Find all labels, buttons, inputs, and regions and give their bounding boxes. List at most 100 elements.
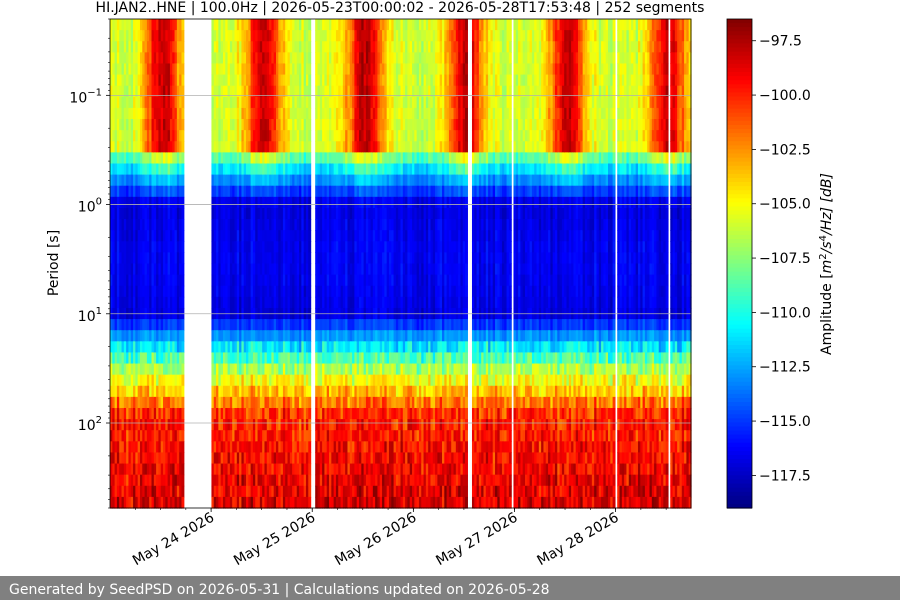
spectrogram-cell bbox=[139, 441, 143, 454]
spectrogram-cell bbox=[266, 330, 270, 342]
spectrogram-cell bbox=[262, 441, 266, 454]
spectrogram-cell bbox=[338, 230, 342, 242]
spectrogram-cell bbox=[278, 419, 282, 431]
spectrogram-cell bbox=[319, 119, 323, 131]
spectrogram-cell bbox=[139, 407, 143, 420]
spectrogram-cell bbox=[135, 252, 139, 265]
spectrogram-cell bbox=[278, 196, 282, 209]
spectrogram-cell bbox=[165, 85, 169, 98]
spectrogram-cell bbox=[292, 374, 296, 387]
spectrogram-cell bbox=[356, 341, 360, 354]
spectrogram-cell bbox=[114, 430, 118, 442]
spectrogram-cell bbox=[142, 63, 146, 76]
spectrogram-cell bbox=[126, 85, 130, 98]
spectrogram-cell bbox=[181, 119, 185, 131]
spectrogram-cell bbox=[181, 296, 185, 309]
spectrogram-cell bbox=[123, 63, 127, 76]
spectrogram-cell bbox=[133, 296, 136, 309]
spectrogram-cell bbox=[365, 196, 369, 209]
spectrogram-cell bbox=[365, 52, 369, 65]
spectrogram-cell bbox=[294, 274, 298, 287]
spectrogram-cell bbox=[229, 96, 233, 109]
spectrogram-cell bbox=[160, 96, 164, 109]
spectrogram-cell bbox=[269, 441, 272, 454]
spectrogram-cell bbox=[294, 474, 298, 487]
spectrogram-cell bbox=[213, 474, 217, 487]
spectrogram-cell bbox=[319, 241, 323, 253]
spectrogram-cell bbox=[289, 363, 293, 376]
spectrogram-cell bbox=[276, 330, 279, 342]
spectrogram-cell bbox=[236, 19, 240, 31]
spectrogram-cell bbox=[280, 219, 284, 231]
spectrogram-cell bbox=[179, 352, 183, 365]
spectrogram-cell bbox=[273, 30, 277, 42]
spectrogram-cell bbox=[354, 452, 358, 465]
spectrogram-cell bbox=[172, 385, 176, 398]
spectrogram-cell bbox=[165, 163, 169, 176]
spectrogram-cell bbox=[269, 196, 272, 209]
spectrogram-cell bbox=[139, 141, 143, 153]
spectrogram-cell bbox=[331, 219, 335, 231]
spectrogram-cell bbox=[262, 419, 266, 431]
spectrogram-cell bbox=[142, 41, 146, 53]
spectrogram-cell bbox=[116, 296, 120, 309]
spectrogram-cell bbox=[176, 141, 180, 153]
spectrogram-cell bbox=[234, 85, 238, 98]
spectrogram-cell bbox=[160, 107, 164, 120]
spectrogram-cell bbox=[335, 396, 339, 409]
spectrogram-cell bbox=[163, 163, 166, 176]
spectrogram-cell bbox=[278, 252, 282, 265]
spectrogram-cell bbox=[243, 219, 247, 231]
spectrogram-cell bbox=[211, 496, 215, 509]
spectrogram-cell bbox=[135, 207, 139, 220]
spectrogram-cell bbox=[319, 230, 323, 242]
spectrogram-cell bbox=[329, 252, 332, 265]
spectrogram-cell bbox=[112, 85, 116, 98]
spectrogram-cell bbox=[222, 41, 226, 53]
spectrogram-cell bbox=[160, 85, 164, 98]
spectrogram-cell bbox=[250, 207, 254, 220]
spectrogram-cell bbox=[352, 219, 355, 231]
spectrogram-cell bbox=[142, 207, 146, 220]
spectrogram-cell bbox=[169, 196, 173, 209]
spectrogram-cell bbox=[163, 41, 166, 53]
spectrogram-cell bbox=[264, 474, 268, 487]
spectrogram-cell bbox=[135, 374, 139, 387]
spectrogram-cell bbox=[259, 419, 263, 431]
spectrogram-cell bbox=[347, 219, 351, 231]
spectrogram-cell bbox=[116, 30, 120, 42]
spectrogram-cell bbox=[225, 196, 229, 209]
spectrogram-cell bbox=[331, 119, 335, 131]
spectrogram-cell bbox=[116, 474, 120, 487]
spectrogram-cell bbox=[236, 441, 240, 454]
spectrogram-cell bbox=[365, 230, 369, 242]
spectrogram-cell bbox=[294, 230, 298, 242]
spectrogram-cell bbox=[271, 130, 275, 142]
spectrogram-cell bbox=[308, 41, 312, 53]
spectrogram-cell bbox=[163, 274, 166, 287]
spectrogram-cell bbox=[370, 485, 374, 498]
spectrogram-cell bbox=[276, 52, 279, 65]
spectrogram-cell bbox=[257, 363, 261, 376]
spectrogram-cell bbox=[216, 85, 219, 98]
spectrogram-cell bbox=[340, 185, 344, 198]
spectrogram-cell bbox=[262, 196, 266, 209]
spectrogram-cell bbox=[282, 207, 286, 220]
spectrogram-cell bbox=[315, 107, 319, 120]
spectrogram-cell bbox=[181, 174, 185, 187]
spectrogram-cell bbox=[169, 141, 173, 153]
spectrogram-cell bbox=[329, 485, 332, 498]
spectrogram-cell bbox=[280, 285, 284, 298]
spectrogram-cell bbox=[144, 85, 148, 98]
spectrogram-cell bbox=[335, 152, 339, 165]
spectrogram-cell bbox=[340, 230, 344, 242]
spectrogram-cell bbox=[213, 152, 217, 165]
spectrogram-cell bbox=[248, 463, 252, 476]
spectrogram-cell bbox=[252, 74, 256, 87]
spectrogram-cell bbox=[220, 374, 224, 387]
spectrogram-cell bbox=[349, 19, 353, 31]
spectrogram-cell bbox=[149, 152, 153, 165]
spectrogram-cell bbox=[149, 463, 153, 476]
spectrogram-cell bbox=[250, 174, 254, 187]
spectrogram-cell bbox=[340, 152, 344, 165]
